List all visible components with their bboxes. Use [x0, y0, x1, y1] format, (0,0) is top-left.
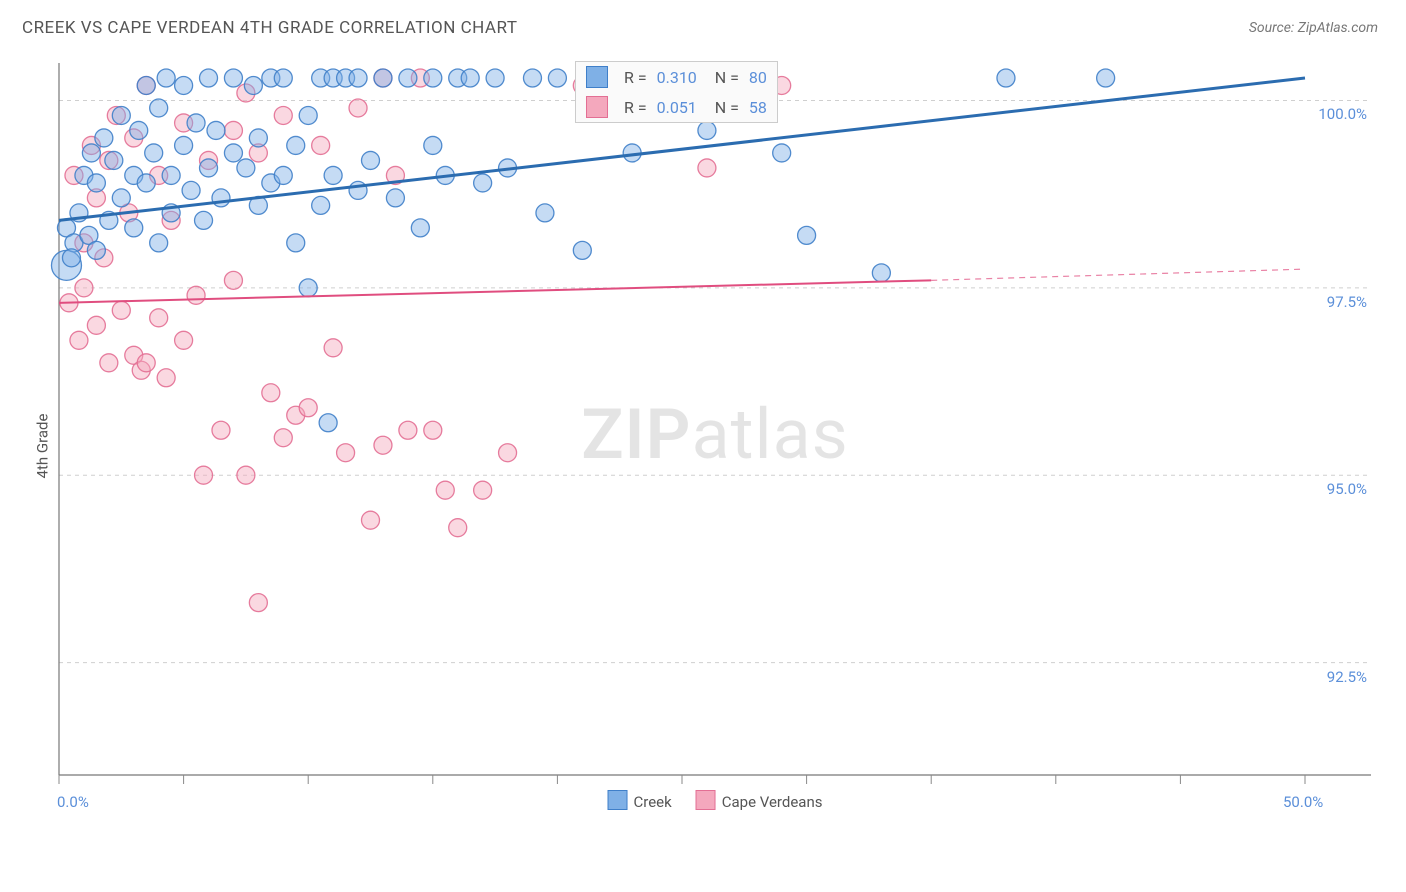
- chart-svg: [55, 55, 1375, 815]
- xlim-right: 50.0%: [1283, 793, 1323, 811]
- chart-container: CREEK VS CAPE VERDEAN 4TH GRADE CORRELAT…: [0, 0, 1406, 892]
- legend-item: Cape Verdeans: [696, 790, 823, 811]
- xlim-left: 0.0%: [57, 793, 89, 811]
- ytick-label: 97.5%: [1327, 293, 1367, 311]
- legend-swatch: [586, 66, 608, 88]
- legend-swatch: [696, 790, 716, 810]
- chart-source: Source: ZipAtlas.com: [1249, 20, 1378, 36]
- chart-title: CREEK VS CAPE VERDEAN 4TH GRADE CORRELAT…: [22, 18, 517, 38]
- bottom-legend: Creek Cape Verdeans: [608, 789, 823, 811]
- plot-area: ZIPatlas R = 0.310 N = 80R = 0.051 N = 5…: [55, 55, 1375, 815]
- stat-legend-row: R = 0.051 N = 58: [576, 92, 777, 122]
- legend-item: Creek: [608, 790, 672, 811]
- stat-legend-row: R = 0.310 N = 80: [576, 62, 777, 92]
- legend-swatch: [608, 790, 628, 810]
- stat-r-value: 0.310: [657, 68, 697, 87]
- ytick-label: 95.0%: [1327, 480, 1367, 498]
- stat-legend: R = 0.310 N = 80R = 0.051 N = 58: [575, 61, 778, 123]
- y-axis-label: 4th Grade: [33, 414, 51, 479]
- stat-r-label: R =: [624, 68, 647, 87]
- legend-swatch: [586, 96, 608, 118]
- legend-label: Creek: [634, 793, 672, 811]
- ytick-label: 100.0%: [1318, 105, 1367, 123]
- stat-n-label: N =: [707, 68, 739, 87]
- stat-n-value: 80: [749, 68, 767, 87]
- ytick-label: 92.5%: [1327, 668, 1367, 686]
- stat-r-value: 0.051: [657, 98, 697, 117]
- stat-n-value: 58: [749, 98, 767, 117]
- legend-label: Cape Verdeans: [722, 793, 823, 811]
- stat-r-label: R =: [624, 98, 647, 117]
- stat-n-label: N =: [707, 98, 739, 117]
